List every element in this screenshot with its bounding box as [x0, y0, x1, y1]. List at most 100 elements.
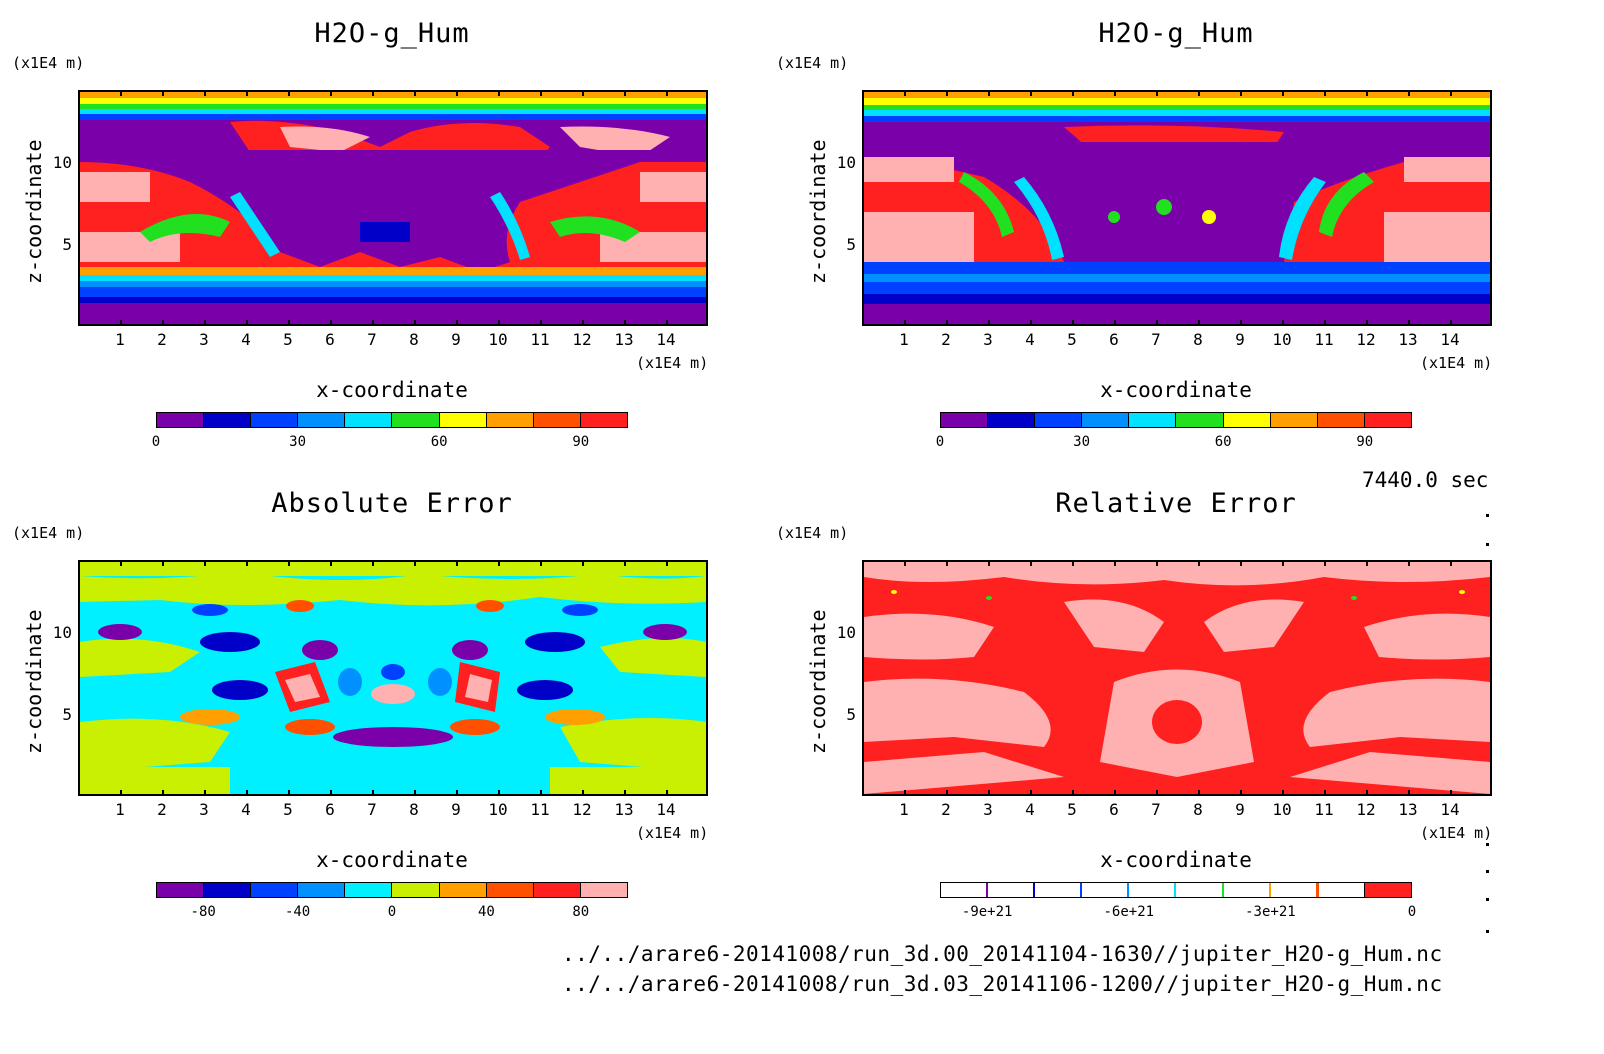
x-tick-mark	[204, 320, 206, 326]
x-tick-label: 8	[409, 800, 419, 819]
x-tick-mark	[946, 560, 948, 566]
colorbar-segment	[439, 883, 487, 897]
x-tick-mark	[414, 320, 416, 326]
colorbar-segment	[251, 413, 299, 427]
x-tick-mark	[666, 320, 668, 326]
colorbar	[940, 412, 1412, 428]
x-tick-mark	[162, 320, 164, 326]
x-tick-mark	[1324, 320, 1326, 326]
z-unit-label: (x1E4 m)	[776, 524, 849, 542]
heatmap-plot	[862, 90, 1492, 326]
x-tick-label: 3	[199, 330, 209, 349]
colorbar-segment	[1129, 413, 1177, 427]
x-tick-mark	[582, 560, 584, 566]
x-tick-label: 11	[530, 800, 550, 819]
x-tick-mark	[204, 560, 206, 566]
x-tick-mark	[372, 560, 374, 566]
x-tick-label: 4	[1025, 800, 1035, 819]
colorbar-mark	[1221, 883, 1225, 897]
x-tick-mark	[1114, 90, 1116, 96]
x-tick-mark	[1282, 560, 1284, 566]
colorbar-label: 90	[572, 434, 590, 450]
colorbar-mark	[986, 883, 990, 897]
x-tick-label: 1	[899, 330, 909, 349]
x-tick-mark	[414, 790, 416, 796]
x-tick-label: 2	[157, 800, 167, 819]
x-tick-mark	[120, 560, 122, 566]
x-tick-label: 9	[451, 800, 461, 819]
z-unit-label: (x1E4 m)	[12, 54, 85, 72]
colorbar-segment	[157, 883, 205, 897]
x-tick-mark	[498, 560, 500, 566]
z-unit-label: (x1E4 m)	[12, 524, 85, 542]
colorbar-segment	[1176, 883, 1225, 897]
x-tick-mark	[988, 320, 990, 326]
x-tick-mark	[988, 560, 990, 566]
colorbar-segment	[988, 883, 1037, 897]
x-tick-mark	[162, 790, 164, 796]
x-tick-mark	[988, 790, 990, 796]
x-tick-mark	[498, 90, 500, 96]
x-tick-label: 10	[1272, 330, 1292, 349]
x-tick-mark	[120, 320, 122, 326]
x-tick-mark	[1240, 320, 1242, 326]
x-tick-mark	[1282, 320, 1284, 326]
x-tick-mark	[624, 320, 626, 326]
x-tick-mark	[1366, 90, 1368, 96]
colorbar-label: 60	[430, 434, 448, 450]
x-tick-mark	[372, 90, 374, 96]
x-tick-label: 1	[899, 800, 909, 819]
x-tick-mark	[288, 90, 290, 96]
x-tick-label: 8	[409, 330, 419, 349]
x-tick-label: 2	[941, 330, 951, 349]
heatmap-svg	[864, 562, 1490, 794]
x-tick-mark	[288, 790, 290, 796]
colorbar-segment	[1317, 413, 1365, 427]
x-tick-mark	[904, 90, 906, 96]
colorbar-label: 30	[1073, 434, 1091, 450]
x-tick-label: 9	[1235, 330, 1245, 349]
x-tick-mark	[1324, 90, 1326, 96]
x-tick-mark	[540, 90, 542, 96]
x-tick-mark	[1072, 320, 1074, 326]
x-tick-label: 5	[283, 330, 293, 349]
colorbar-label: -6e+21	[1103, 904, 1155, 920]
x-tick-mark	[1282, 90, 1284, 96]
x-tick-mark	[1156, 560, 1158, 566]
colorbar-segment	[251, 883, 299, 897]
x-tick-label: 5	[283, 800, 293, 819]
colorbar-segment	[1364, 883, 1411, 897]
x-tick-mark	[456, 790, 458, 796]
x-tick-mark	[372, 320, 374, 326]
x-tick-mark	[1198, 320, 1200, 326]
heatmap-plot	[862, 560, 1492, 796]
x-tick-mark	[1324, 560, 1326, 566]
x-tick-label: 6	[1109, 800, 1119, 819]
colorbar-segment	[486, 413, 534, 427]
x-tick-mark	[582, 90, 584, 96]
x-tick-mark	[246, 790, 248, 796]
x-tick-mark	[330, 90, 332, 96]
x-axis-label: x-coordinate	[316, 378, 468, 402]
colorbar-segment	[1082, 413, 1130, 427]
colorbar-segment	[345, 413, 393, 427]
y-tick-label: 5	[62, 234, 72, 254]
x-tick-label: 13	[1398, 800, 1418, 819]
x-tick-mark	[246, 560, 248, 566]
colorbar-segment	[1129, 883, 1178, 897]
x-tick-mark	[330, 790, 332, 796]
x-tick-label: 1	[115, 800, 125, 819]
colorbar-label: -40	[284, 904, 311, 920]
colorbar-label: 60	[1214, 434, 1232, 450]
x-tick-label: 3	[983, 330, 993, 349]
colorbar-segment	[439, 413, 487, 427]
x-tick-mark	[946, 90, 948, 96]
x-tick-mark	[1408, 320, 1410, 326]
x-tick-mark	[372, 790, 374, 796]
x-tick-label: 3	[983, 800, 993, 819]
x-tick-mark	[1156, 90, 1158, 96]
x-tick-label: 7	[1151, 330, 1161, 349]
x-tick-label: 11	[530, 330, 550, 349]
x-tick-mark	[1240, 90, 1242, 96]
heatmap-svg	[80, 92, 706, 324]
